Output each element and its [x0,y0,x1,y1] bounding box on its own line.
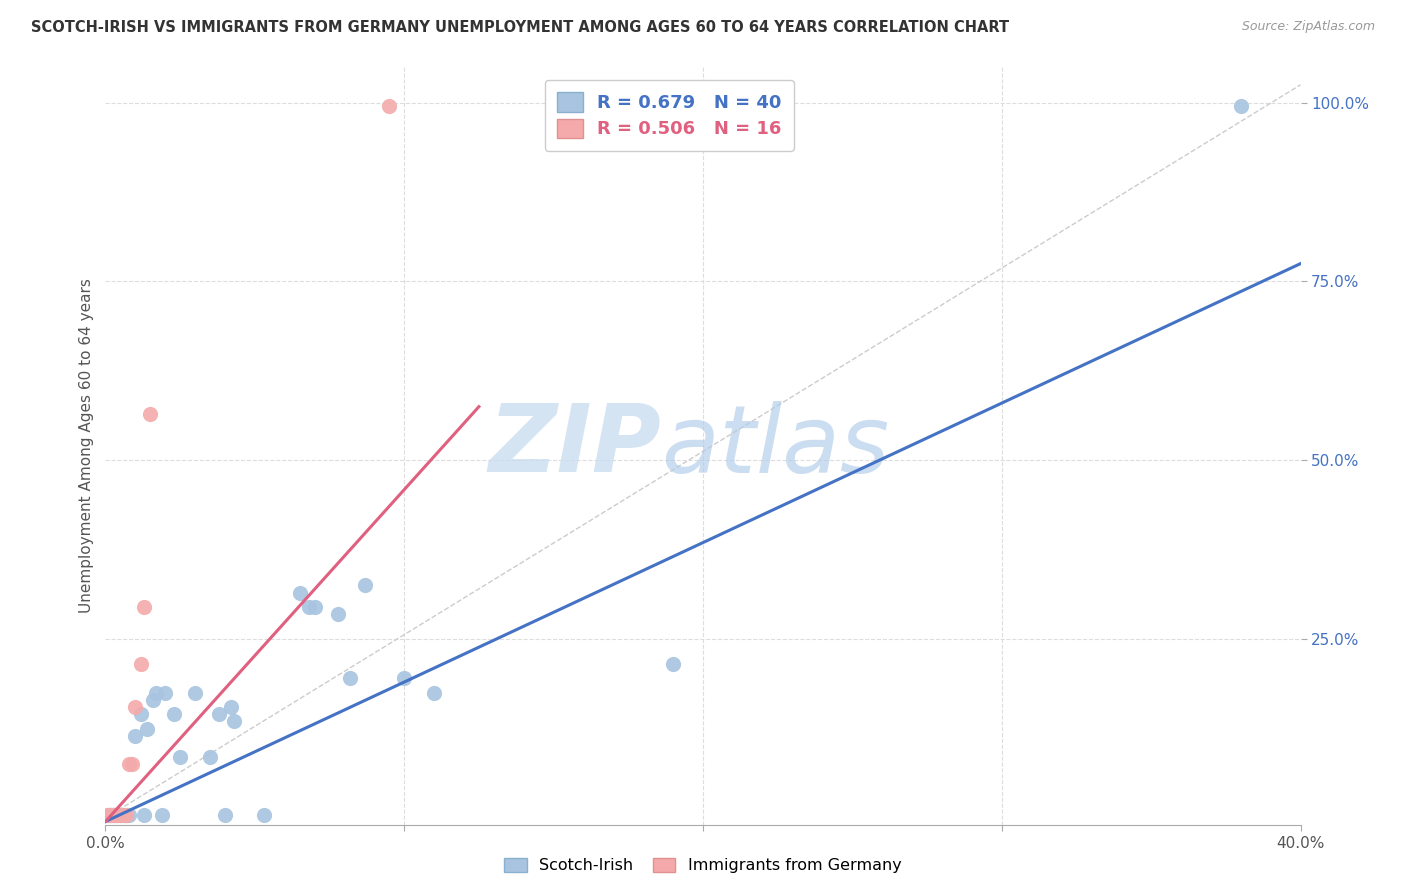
Point [97,808,120,822]
Point [110,808,132,822]
Point [339,672,361,686]
Point [134,599,156,614]
Point [163,707,186,722]
Point [328,607,350,621]
Legend: R = 0.679   N = 40, R = 0.506   N = 16: R = 0.679 N = 40, R = 0.506 N = 16 [544,79,794,151]
Point [214,808,236,822]
Text: ZIP: ZIP [488,400,661,492]
Point [97,808,120,822]
Point [115,808,138,822]
Point [129,707,153,722]
Point [198,750,221,764]
Point [124,729,146,743]
Point [107,808,129,822]
Point [97,808,120,822]
Point [124,700,146,714]
Point [129,657,153,672]
Point [139,407,162,421]
Point [184,686,207,700]
Point [150,808,173,822]
Point [298,599,321,614]
Text: SCOTCH-IRISH VS IMMIGRANTS FROM GERMANY UNEMPLOYMENT AMONG AGES 60 TO 64 YEARS C: SCOTCH-IRISH VS IMMIGRANTS FROM GERMANY … [31,20,1010,35]
Point [136,722,159,736]
Point [288,585,311,599]
Point [423,686,446,700]
Point [1229,99,1253,113]
Point [103,808,125,822]
Point [115,808,138,822]
Text: atlas: atlas [661,401,890,491]
Point [107,808,129,822]
Point [112,808,135,822]
Point [103,808,125,822]
Point [169,750,191,764]
Point [145,686,167,700]
Point [354,578,377,592]
Point [118,757,141,772]
Point [100,808,122,822]
Point [115,808,138,822]
Text: Source: ZipAtlas.com: Source: ZipAtlas.com [1241,20,1375,33]
Point [121,757,143,772]
Point [134,808,156,822]
Point [155,686,177,700]
Point [100,808,122,822]
Point [304,599,326,614]
Point [112,808,135,822]
Point [394,672,416,686]
Point [110,808,132,822]
Point [118,808,141,822]
Point [103,808,125,822]
Point [222,714,245,729]
Point [107,808,129,822]
Point [378,99,401,113]
Legend: Scotch-Irish, Immigrants from Germany: Scotch-Irish, Immigrants from Germany [498,851,908,880]
Point [662,657,685,672]
Point [253,808,276,822]
Point [208,707,231,722]
Point [142,693,165,707]
Point [100,808,122,822]
Point [103,808,125,822]
Y-axis label: Unemployment Among Ages 60 to 64 years: Unemployment Among Ages 60 to 64 years [79,278,94,614]
Point [219,700,242,714]
Point [110,808,132,822]
